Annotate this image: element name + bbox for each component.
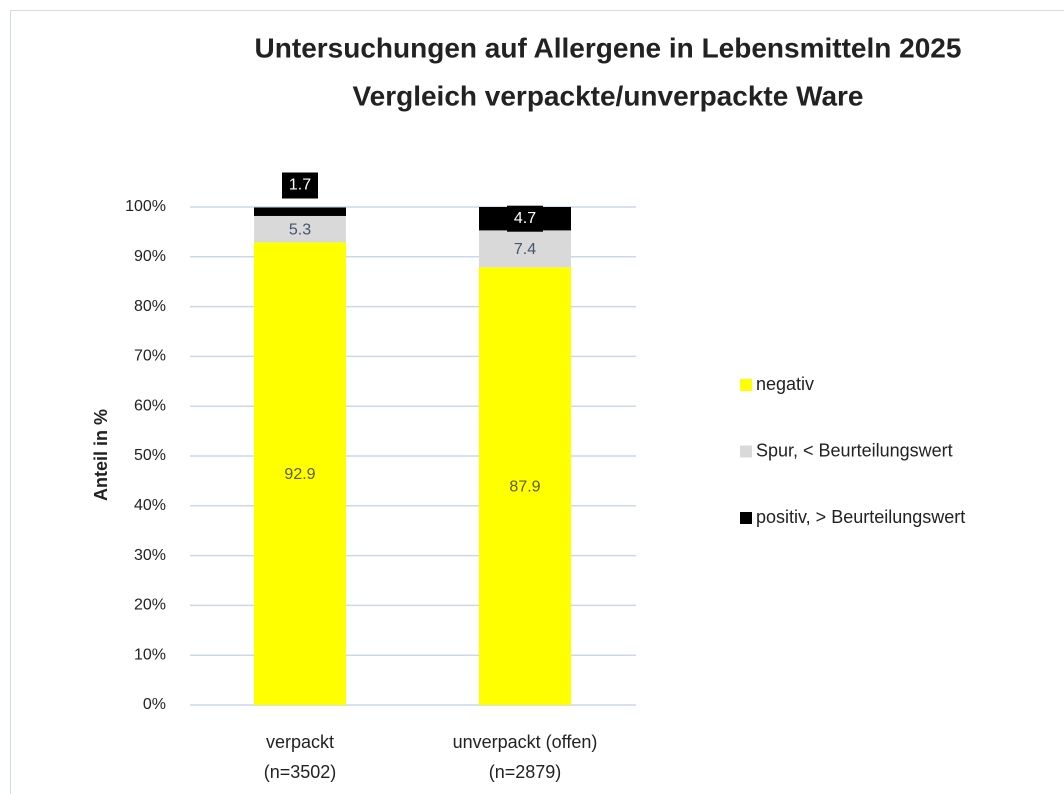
bar-segment bbox=[254, 215, 346, 243]
y-tick-label: 40% bbox=[134, 497, 166, 514]
y-tick-label: 60% bbox=[134, 397, 166, 414]
bar-segment bbox=[254, 207, 346, 216]
x-tick-label: (n=2879) bbox=[489, 762, 562, 782]
y-tick-label: 0% bbox=[143, 696, 166, 713]
y-tick-label: 30% bbox=[134, 547, 166, 564]
y-tick-label: 80% bbox=[134, 298, 166, 315]
bar-segment bbox=[254, 242, 346, 705]
legend-swatch bbox=[740, 379, 752, 391]
y-tick-label: 100% bbox=[125, 198, 166, 215]
data-label: 5.3 bbox=[289, 221, 311, 238]
data-label: 87.9 bbox=[509, 478, 540, 495]
legend-swatch bbox=[740, 512, 752, 524]
x-tick-label: verpackt bbox=[266, 732, 334, 752]
data-label-box bbox=[282, 172, 318, 199]
bar-segment bbox=[479, 230, 571, 268]
y-tick-label: 50% bbox=[134, 447, 166, 464]
y-tick-label: 20% bbox=[134, 597, 166, 614]
y-axis-label: Anteil in % bbox=[91, 409, 111, 501]
legend-label: Spur, < Beurteilungswert bbox=[756, 440, 953, 460]
legend-label: positiv, > Beurteilungswert bbox=[756, 507, 965, 527]
data-label: 4.7 bbox=[514, 210, 536, 227]
chart-title: Untersuchungen auf Allergene in Lebensmi… bbox=[255, 32, 962, 63]
data-label: 92.9 bbox=[284, 466, 315, 483]
data-label-box bbox=[507, 205, 543, 232]
data-label: 1.7 bbox=[289, 177, 311, 194]
y-tick-label: 10% bbox=[134, 646, 166, 663]
data-label: 7.4 bbox=[514, 241, 536, 258]
chart-title: Vergleich verpackte/unverpackte Ware bbox=[353, 80, 864, 111]
bar-segment bbox=[479, 267, 571, 705]
legend-label: negativ bbox=[756, 374, 814, 394]
legend-swatch bbox=[740, 445, 752, 458]
x-tick-label: unverpackt (offen) bbox=[453, 732, 598, 752]
y-tick-label: 90% bbox=[134, 248, 166, 265]
x-tick-label: (n=3502) bbox=[264, 762, 337, 782]
y-tick-label: 70% bbox=[134, 348, 166, 365]
